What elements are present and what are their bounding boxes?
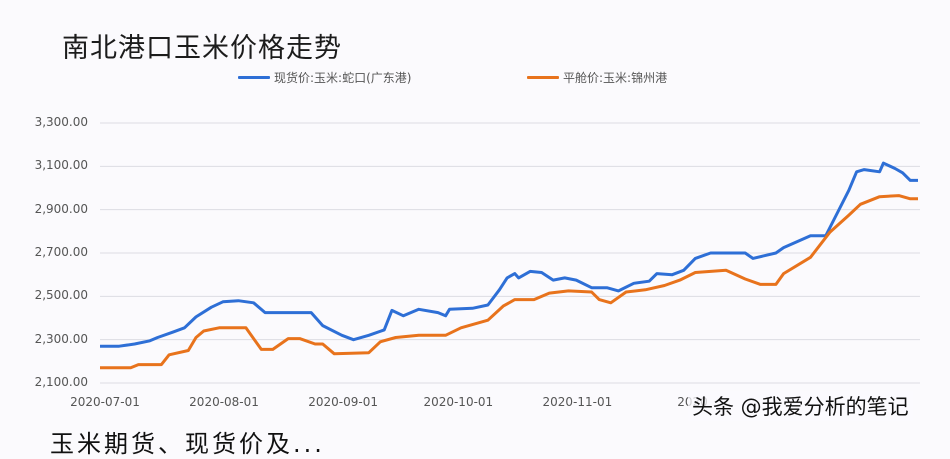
legend-item-shekou: 现货价:玉米:蛇口(广东港): [238, 69, 411, 86]
gridlines: [100, 122, 920, 384]
chart-title: 南北港口玉米价格走势: [62, 33, 342, 64]
plot-area: [100, 122, 920, 384]
x-tick-label: 2020-10-01: [423, 395, 494, 409]
legend-swatch-orange: [527, 76, 559, 79]
y-tick-label: 2,300.00: [34, 331, 88, 346]
y-tick-label: 2,500.00: [34, 288, 88, 303]
y-tick-label: 2,900.00: [34, 201, 88, 216]
y-tick-label: 2,100.00: [34, 375, 88, 389]
legend-item-jinzhou: 平舱价:玉米:锦州港: [527, 69, 667, 86]
x-tick-label: 2020-08-01: [189, 395, 259, 409]
legend-swatch-blue: [238, 76, 270, 79]
x-tick-label: 2020-07-01: [70, 395, 140, 409]
y-tick-label: 3,300.00: [34, 115, 88, 129]
legend-label-jinzhou: 平舱价:玉米:锦州港: [563, 71, 668, 85]
legend-label-shekou: 现货价:玉米:蛇口(广东港): [274, 71, 412, 85]
y-tick-label: 3,100.00: [34, 158, 88, 173]
bottom-caption: 玉米期货、现货价及...: [50, 430, 325, 458]
series-line-shekou: [100, 161, 918, 348]
x-tick-label: 2020-11-01: [542, 395, 613, 409]
y-tick-label: 2,700.00: [34, 245, 88, 259]
x-tick-label: 2020-09-01: [308, 395, 378, 409]
series-line-jinzhou: [100, 194, 918, 370]
watermark: 头条 @我爱分析的笔记: [688, 391, 913, 421]
